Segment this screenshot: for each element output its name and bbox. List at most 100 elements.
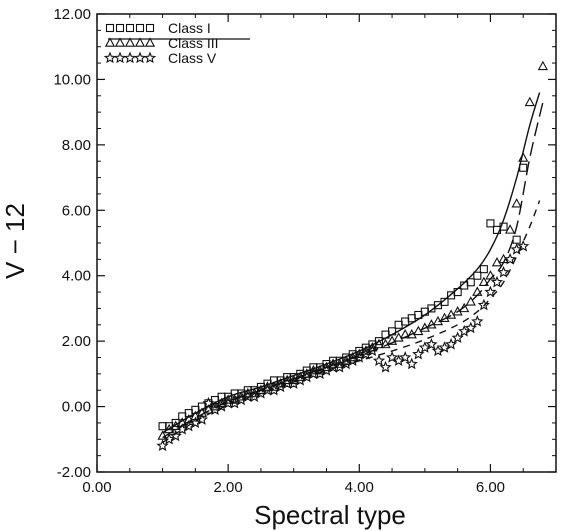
point-class-i <box>479 265 488 274</box>
legend-marker-square <box>145 23 155 33</box>
point-class-v <box>353 351 366 363</box>
point-class-v <box>477 298 490 311</box>
legend-marker-star <box>113 51 127 64</box>
y-axis-title: V − 12 <box>0 203 30 279</box>
point-class-iii <box>327 358 339 368</box>
point-class-i <box>388 327 397 336</box>
point-class-v <box>399 351 412 363</box>
legend-marker-star <box>133 51 147 64</box>
legend-label: Class I <box>168 20 211 36</box>
x-axis-title: Spectral type <box>254 500 406 530</box>
point-class-iii <box>373 338 385 349</box>
y-tick-label: 12.00 <box>53 6 91 23</box>
legend-marker-star <box>103 51 117 64</box>
legend-label: Class V <box>168 50 217 66</box>
fit-curve-long-dash <box>162 102 544 439</box>
legend-marker-star <box>143 51 157 64</box>
data-points <box>156 60 549 452</box>
point-class-iii <box>478 276 489 287</box>
legend-label: Class III <box>168 35 219 51</box>
legend-marker-square <box>105 23 115 33</box>
point-class-v <box>431 344 445 357</box>
y-tick-label: 4.00 <box>62 268 91 285</box>
legend-marker-square <box>125 23 135 33</box>
point-class-iii <box>504 224 516 234</box>
legend-marker-star <box>123 51 137 64</box>
point-class-v <box>340 357 353 370</box>
point-class-v <box>503 252 517 265</box>
x-axis-ticks: 0.00 2.00 4.00 6.00 <box>82 14 557 496</box>
point-class-iii <box>472 286 483 296</box>
point-class-v <box>405 357 418 370</box>
point-class-iii <box>511 198 522 208</box>
point-class-v <box>385 351 399 363</box>
point-class-i <box>486 219 495 228</box>
point-class-iii <box>282 374 293 385</box>
point-class-iii <box>400 328 411 339</box>
point-class-v <box>451 331 464 344</box>
point-class-iii <box>262 381 273 391</box>
y-tick-label: 10.00 <box>53 71 91 88</box>
x-tick-label: 0.00 <box>82 479 111 496</box>
y-tick-label: 0.00 <box>62 399 91 416</box>
plot-frame <box>96 13 557 473</box>
point-class-v <box>202 396 215 409</box>
point-class-i <box>499 222 508 231</box>
legend-marker-triangle <box>134 37 146 47</box>
y-tick-label: 2.00 <box>62 333 91 350</box>
fit-curves <box>162 92 544 444</box>
legend-marker-triangle <box>124 37 136 47</box>
x-tick-label: 6.00 <box>476 479 505 496</box>
point-class-iii <box>157 430 168 440</box>
point-class-v <box>215 400 228 412</box>
point-class-v <box>484 285 497 298</box>
point-class-v <box>379 360 392 373</box>
point-class-iii <box>465 296 476 306</box>
x-tick-label: 2.00 <box>214 479 243 496</box>
point-class-v <box>235 393 248 406</box>
point-class-iii <box>518 152 529 162</box>
point-class-v <box>313 367 327 380</box>
point-class-v <box>444 337 458 350</box>
y-axis-ticks: -2.00 0.00 2.00 4.00 6.00 8.00 10.00 12.00 <box>53 6 556 481</box>
point-class-v <box>464 321 477 334</box>
point-class-v <box>195 413 209 425</box>
point-class-v <box>359 347 372 360</box>
point-class-v <box>169 429 182 442</box>
point-class-i <box>519 163 528 172</box>
point-class-iii <box>485 270 496 280</box>
point-class-i <box>374 337 384 346</box>
point-class-i <box>473 271 482 280</box>
point-class-v <box>176 423 189 435</box>
point-class-v <box>156 439 169 452</box>
point-class-v <box>189 416 202 429</box>
x-tick-label: 4.00 <box>345 479 374 496</box>
point-class-v <box>418 341 431 353</box>
point-class-iii <box>242 387 253 398</box>
point-class-v <box>510 243 523 255</box>
y-tick-label: -2.00 <box>57 464 91 481</box>
point-class-i <box>401 317 410 326</box>
point-class-v <box>517 239 530 252</box>
legend-marker-square <box>135 23 145 33</box>
point-class-v <box>412 347 425 360</box>
point-class-v <box>366 344 379 357</box>
point-class-i <box>407 314 416 323</box>
point-class-v <box>267 383 281 396</box>
point-class-i <box>512 235 521 244</box>
point-class-i <box>453 288 462 297</box>
point-class-i <box>466 278 475 287</box>
point-class-v <box>425 337 438 350</box>
point-class-iii <box>459 302 470 313</box>
legend-marker-square <box>115 23 125 33</box>
legend-marker-triangle <box>114 37 126 47</box>
point-class-v <box>497 265 510 278</box>
point-class-v <box>248 390 261 402</box>
fit-curve-solid <box>162 92 541 434</box>
y-tick-label: 6.00 <box>62 202 91 219</box>
point-class-v <box>471 315 484 327</box>
point-class-iii <box>537 60 549 71</box>
legend-marker-triangle <box>144 37 156 47</box>
